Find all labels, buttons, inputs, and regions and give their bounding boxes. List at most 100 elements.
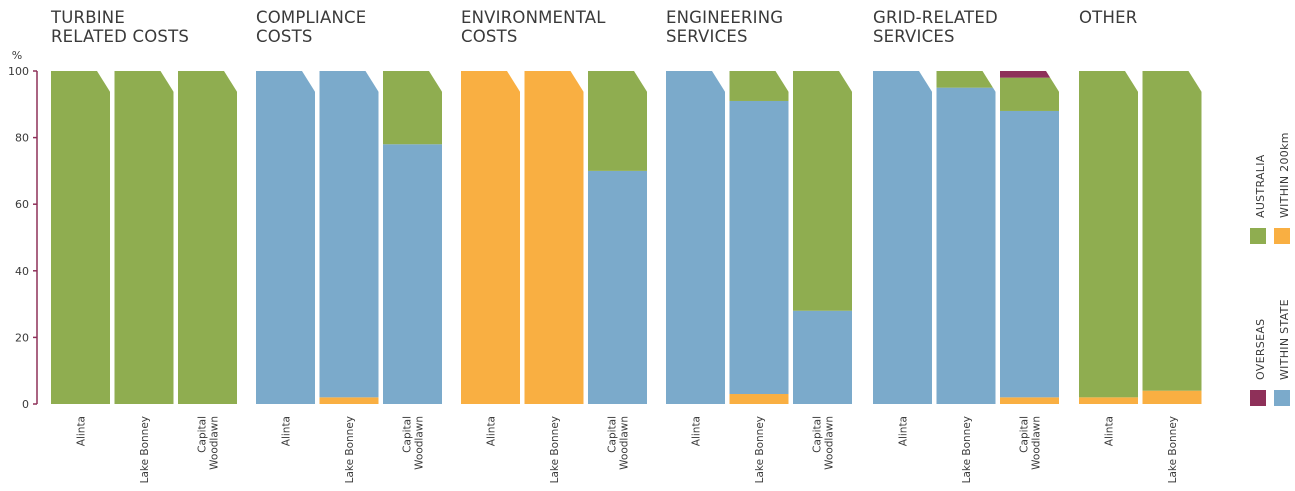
bar-segment-overseas	[1000, 71, 1059, 78]
category-label-line: Alinta	[898, 416, 910, 446]
group-title-line: GRID-RELATED	[873, 8, 998, 27]
group-title: TURBINE RELATED COSTS	[51, 8, 189, 46]
category-label-line: Capital	[197, 416, 209, 453]
category-label: Lake Bonney	[754, 416, 766, 483]
stacked-bar	[873, 71, 932, 404]
category-label-line: Lake Bonney	[1167, 416, 1179, 483]
bar-segment-australia	[588, 71, 647, 171]
bar-segment-within-state	[1000, 110, 1059, 398]
y-tick-label: 20	[15, 331, 29, 344]
category-label-line: Alinta	[486, 416, 498, 446]
bar-segment-within-state	[793, 310, 852, 404]
group-title: ENGINEERING SERVICES	[666, 8, 783, 46]
bar-segment-within-state	[936, 87, 996, 404]
bar-segment-australia	[1142, 71, 1202, 391]
category-label: Alinta	[898, 416, 910, 446]
bar-segment-australia	[1079, 71, 1138, 398]
category-label-line: Lake Bonney	[754, 416, 766, 483]
category-label: Lake Bonney	[1167, 416, 1179, 483]
bar-segment-within-state	[729, 100, 789, 395]
stacked-bar	[51, 71, 110, 404]
stacked-bar	[461, 71, 520, 404]
legend-label: WITHIN 200km	[1278, 132, 1291, 218]
legend-swatch-within-state	[1274, 390, 1290, 406]
stacked-bar	[666, 71, 725, 404]
category-label-line: Lake Bonney	[344, 416, 356, 483]
stacked-bar	[114, 71, 174, 404]
category-label: Alinta	[1104, 416, 1116, 446]
group-title-line: COMPLIANCE	[256, 8, 367, 27]
bar-segment-australia	[178, 71, 237, 404]
y-tick-label: 80	[15, 132, 29, 145]
stacked-bar	[1142, 71, 1202, 404]
stacked-bar	[793, 71, 852, 404]
group-title-line: ENVIRONMENTAL	[461, 8, 606, 27]
category-label: Alinta	[281, 416, 293, 446]
stacked-bar	[729, 71, 789, 404]
category-label: CapitalWoodlawn	[1019, 416, 1043, 470]
bar-segment-within-200km	[729, 394, 789, 404]
stacked-bar	[588, 71, 647, 404]
group-title-line: COSTS	[461, 27, 518, 46]
bar-segment-within-state	[588, 170, 647, 404]
stacked-bar	[1079, 71, 1138, 404]
category-label-line: Alinta	[691, 416, 703, 446]
category-label: CapitalWoodlawn	[402, 416, 426, 470]
bar-segment-within-200km	[461, 71, 520, 404]
bar-segment-within-200km	[319, 397, 379, 404]
bar-segment-within-200km	[1079, 397, 1138, 404]
y-tick-label: 0	[22, 398, 29, 411]
legend-swatch-within-200km	[1274, 228, 1290, 244]
legend-label: WITHIN STATE	[1278, 299, 1291, 380]
category-label-line: Capital	[607, 416, 619, 453]
y-tick-label: 100	[8, 65, 29, 78]
category-label: CapitalWoodlawn	[607, 416, 631, 470]
bar-segment-within-state	[383, 144, 442, 404]
stacked-bar	[936, 71, 996, 404]
group-title: GRID-RELATED SERVICES	[873, 8, 998, 46]
stacked-bar	[383, 71, 442, 404]
bar-segment-within-200km	[524, 71, 584, 404]
group-title-line: COSTS	[256, 27, 313, 46]
group-title-line: ENGINEERING	[666, 8, 784, 27]
category-label: Lake Bonney	[961, 416, 973, 483]
bar-segment-within-state	[666, 71, 725, 404]
stacked-bar	[319, 71, 379, 404]
group-title: ENVIRONMENTAL COSTS	[461, 8, 606, 46]
bar-segment-australia	[936, 71, 996, 88]
group-title-line: OTHER	[1079, 8, 1138, 27]
category-label-line: Woodlawn	[824, 416, 836, 470]
category-label: Lake Bonney	[139, 416, 151, 483]
category-label: CapitalWoodlawn	[197, 416, 221, 470]
y-tick-label: 60	[15, 198, 29, 211]
group-title: COMPLIANCE COSTS	[256, 8, 366, 46]
group-title: OTHER	[1079, 8, 1137, 27]
category-label-line: Lake Bonney	[961, 416, 973, 483]
category-label: Alinta	[76, 416, 88, 446]
category-label-line: Capital	[1019, 416, 1031, 453]
legend-label: OVERSEAS	[1254, 319, 1267, 380]
category-label-line: Lake Bonney	[549, 416, 561, 483]
legend-label: AUSTRALIA	[1254, 154, 1267, 218]
category-label: Lake Bonney	[344, 416, 356, 483]
stacked-bar	[256, 71, 315, 404]
category-label: Alinta	[691, 416, 703, 446]
stacked-bar	[524, 71, 584, 404]
legend-swatch-australia	[1250, 228, 1266, 244]
category-label-line: Alinta	[281, 416, 293, 446]
category-label-line: Capital	[402, 416, 414, 453]
category-label-line: Capital	[812, 416, 824, 453]
bar-segment-australia	[51, 71, 110, 404]
category-label-line: Woodlawn	[619, 416, 631, 470]
category-label: CapitalWoodlawn	[812, 416, 836, 470]
group-title-line: RELATED COSTS	[51, 27, 190, 46]
bar-segment-australia	[383, 71, 442, 145]
bar-segment-within-200km	[1142, 390, 1202, 404]
stacked-bar	[1000, 71, 1059, 404]
bar-segment-australia	[114, 71, 174, 404]
category-label-line: Woodlawn	[209, 416, 221, 470]
legend-swatch-overseas	[1250, 390, 1266, 406]
category-label-line: Alinta	[1104, 416, 1116, 446]
bar-segment-within-state	[256, 71, 315, 404]
